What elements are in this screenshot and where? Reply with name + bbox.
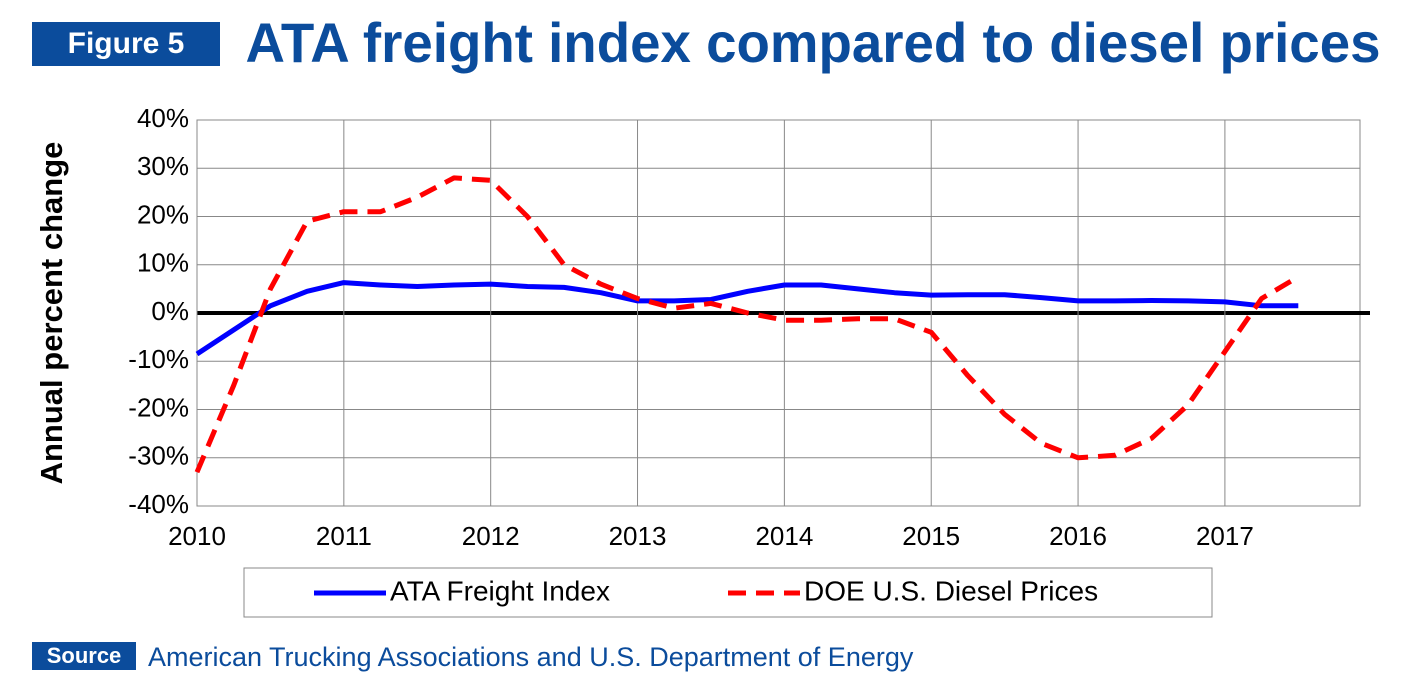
y-tick-label: 40% bbox=[137, 103, 189, 133]
y-tick-label: -20% bbox=[128, 392, 189, 422]
y-tick-label: 20% bbox=[137, 199, 189, 229]
y-axis-label: Annual percent change bbox=[34, 142, 69, 485]
x-tick-label: 2013 bbox=[609, 521, 667, 551]
x-tick-label: 2011 bbox=[316, 521, 372, 551]
y-tick-label: 10% bbox=[137, 248, 189, 278]
x-tick-label: 2017 bbox=[1196, 521, 1254, 551]
source-badge-bg bbox=[32, 642, 136, 670]
badge-bg bbox=[32, 22, 220, 66]
x-tick-label: 2016 bbox=[1049, 521, 1107, 551]
chart-title: ATA freight index compared to diesel pri… bbox=[246, 11, 1381, 74]
y-tick-label: -10% bbox=[128, 344, 189, 374]
y-tick-label: -30% bbox=[128, 441, 189, 471]
x-tick-label: 2010 bbox=[168, 521, 226, 551]
y-tick-label: -40% bbox=[128, 489, 189, 519]
y-tick-label: 30% bbox=[137, 151, 189, 181]
x-tick-label: 2012 bbox=[462, 521, 520, 551]
source: American Trucking Associations and U.S. … bbox=[148, 642, 914, 672]
source-badge: Source bbox=[47, 643, 122, 668]
series-line bbox=[194, 175, 1300, 474]
x-tick-label: 2015 bbox=[902, 521, 960, 551]
y-tick-label: 0% bbox=[151, 296, 189, 326]
x-tick-label: 2014 bbox=[755, 521, 813, 551]
legend-label: ATA Freight Index bbox=[390, 575, 610, 606]
badge: Figure 5 bbox=[68, 27, 185, 60]
legend-label: DOE U.S. Diesel Prices bbox=[804, 575, 1098, 606]
series-line bbox=[195, 280, 1299, 357]
